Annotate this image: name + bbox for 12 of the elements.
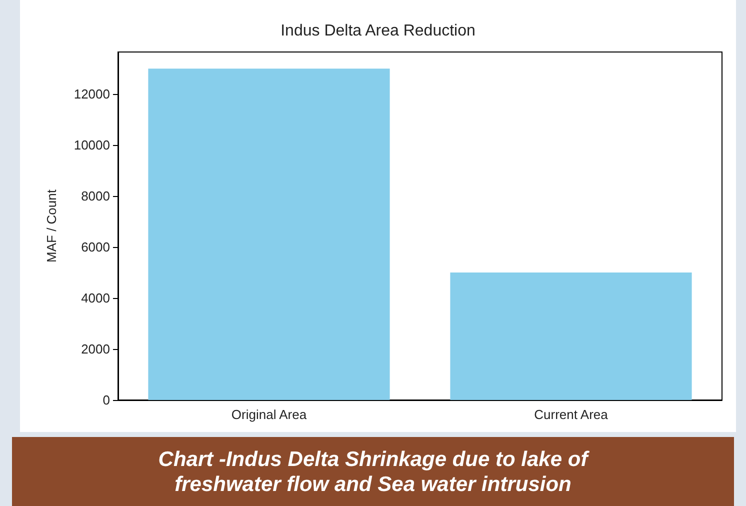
y-axis-title: MAF / Count [44, 189, 59, 262]
y-tick-label: 4000 [81, 290, 110, 306]
y-tick-label: 0 [102, 392, 110, 408]
y-tick-label: 12000 [74, 86, 110, 102]
x-tick-label: Original Area [231, 407, 308, 422]
text: Chart -Indus Delta Shrinkage due to lake of freshwater flow and Sea water intrusion [157, 446, 590, 496]
y-tick-label: 6000 [81, 240, 110, 255]
y-tick-label: 8000 [81, 188, 110, 204]
y-tick-label: 2000 [81, 342, 110, 357]
x-tick-label: Current Area [534, 407, 609, 422]
y-tick-label: 10000 [74, 138, 110, 153]
chart-title: Indus Delta Area Reduction [280, 22, 476, 40]
